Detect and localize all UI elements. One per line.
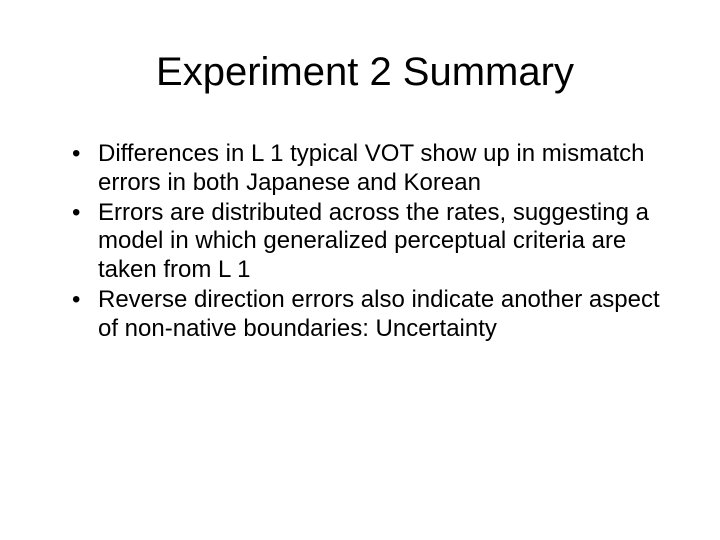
bullet-list: Differences in L 1 typical VOT show up i…	[70, 140, 660, 344]
slide-title: Experiment 2 Summary	[70, 50, 660, 95]
list-item: Reverse direction errors also indicate a…	[70, 286, 660, 344]
list-item: Errors are distributed across the rates,…	[70, 199, 660, 285]
slide: Experiment 2 Summary Differences in L 1 …	[0, 0, 720, 540]
list-item: Differences in L 1 typical VOT show up i…	[70, 140, 660, 198]
